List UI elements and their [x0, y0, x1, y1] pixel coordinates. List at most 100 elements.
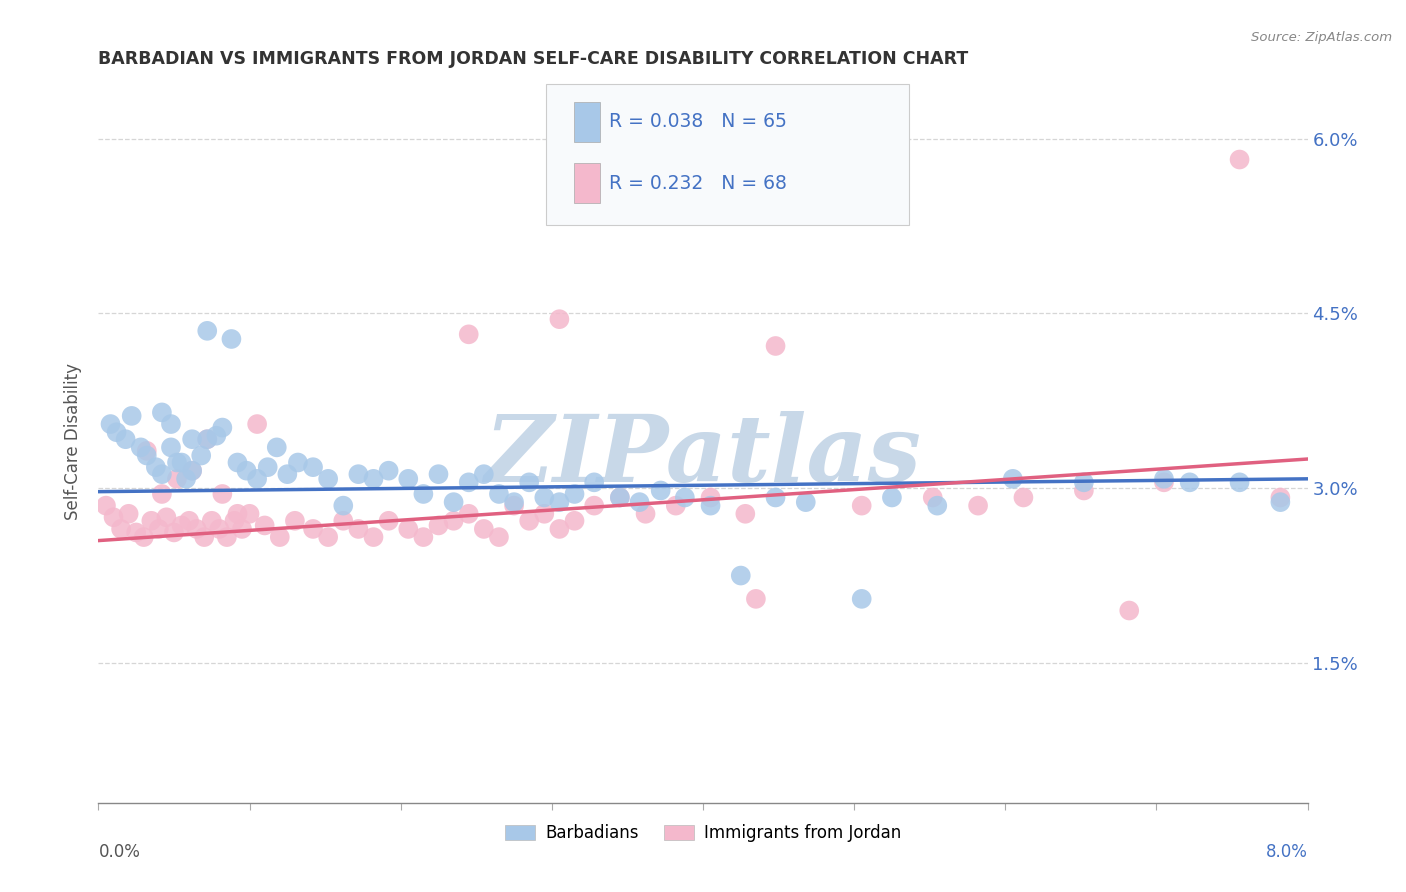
Point — [472, 522, 495, 536]
Point — [396, 522, 419, 536]
Point — [472, 467, 495, 482]
Point — [457, 475, 479, 490]
Point — [583, 499, 606, 513]
FancyBboxPatch shape — [574, 163, 600, 203]
Point — [503, 499, 526, 513]
Point — [226, 456, 249, 470]
Point — [163, 525, 186, 540]
Point — [1229, 153, 1251, 167]
Point — [1178, 475, 1201, 490]
Point — [132, 530, 155, 544]
Point — [564, 487, 586, 501]
Point — [94, 499, 117, 513]
Text: Source: ZipAtlas.com: Source: ZipAtlas.com — [1251, 31, 1392, 45]
Point — [316, 472, 339, 486]
Point — [443, 514, 465, 528]
Point — [125, 525, 148, 540]
Point — [226, 507, 249, 521]
Point — [1270, 495, 1292, 509]
Point — [488, 487, 510, 501]
Point — [517, 514, 540, 528]
Point — [745, 591, 768, 606]
Point — [160, 417, 183, 431]
Point — [150, 405, 173, 419]
Point — [114, 432, 136, 446]
Point — [170, 518, 193, 533]
Point — [396, 472, 419, 486]
Point — [224, 514, 246, 528]
Point — [457, 507, 479, 521]
Point — [193, 530, 215, 544]
Point — [287, 456, 309, 470]
Point — [1229, 475, 1251, 490]
Point — [316, 530, 339, 544]
Point — [174, 472, 197, 486]
Point — [363, 472, 385, 486]
Point — [347, 522, 370, 536]
Point — [583, 475, 606, 490]
Point — [650, 483, 672, 498]
Point — [208, 522, 231, 536]
Point — [699, 491, 721, 505]
Point — [221, 332, 243, 346]
Point — [190, 449, 212, 463]
Point — [564, 514, 586, 528]
Point — [1118, 603, 1140, 617]
Point — [427, 467, 450, 482]
Point — [699, 499, 721, 513]
Point — [967, 499, 990, 513]
Point — [195, 324, 218, 338]
Point — [129, 441, 152, 455]
Point — [665, 499, 688, 513]
Point — [181, 464, 204, 478]
Point — [103, 510, 125, 524]
Point — [851, 499, 873, 513]
Point — [427, 518, 450, 533]
Point — [211, 420, 233, 434]
Point — [488, 530, 510, 544]
Point — [363, 530, 385, 544]
Text: ZIPatlas: ZIPatlas — [485, 411, 921, 501]
Point — [235, 464, 257, 478]
Point — [517, 475, 540, 490]
Point — [921, 491, 943, 505]
Point — [181, 432, 204, 446]
Point — [880, 491, 903, 505]
Point — [181, 464, 204, 478]
Point — [246, 417, 269, 431]
Point — [186, 522, 208, 536]
Point — [609, 491, 631, 505]
Point — [256, 460, 278, 475]
Point — [609, 491, 631, 505]
Point — [195, 432, 218, 446]
Text: BARBADIAN VS IMMIGRANTS FROM JORDAN SELF-CARE DISABILITY CORRELATION CHART: BARBADIAN VS IMMIGRANTS FROM JORDAN SELF… — [98, 50, 969, 68]
Point — [377, 464, 399, 478]
Point — [118, 507, 141, 521]
Point — [548, 312, 571, 326]
Point — [145, 460, 167, 475]
Point — [160, 441, 183, 455]
Point — [548, 522, 571, 536]
Point — [1012, 491, 1035, 505]
Point — [205, 428, 228, 442]
Text: R = 0.038   N = 65: R = 0.038 N = 65 — [609, 112, 786, 131]
Point — [1270, 491, 1292, 505]
Point — [253, 518, 276, 533]
Point — [503, 495, 526, 509]
Point — [302, 522, 325, 536]
Text: 8.0%: 8.0% — [1265, 843, 1308, 861]
Point — [765, 339, 787, 353]
Point — [302, 460, 325, 475]
Legend: Barbadians, Immigrants from Jordan: Barbadians, Immigrants from Jordan — [499, 817, 907, 848]
Point — [347, 467, 370, 482]
Point — [166, 456, 188, 470]
Point — [1073, 475, 1095, 490]
Point — [155, 510, 177, 524]
Point — [100, 417, 122, 431]
Point — [121, 409, 143, 423]
Point — [628, 495, 651, 509]
Point — [794, 495, 817, 509]
Point — [105, 425, 128, 440]
Point — [533, 507, 555, 521]
Y-axis label: Self-Care Disability: Self-Care Disability — [65, 363, 83, 520]
